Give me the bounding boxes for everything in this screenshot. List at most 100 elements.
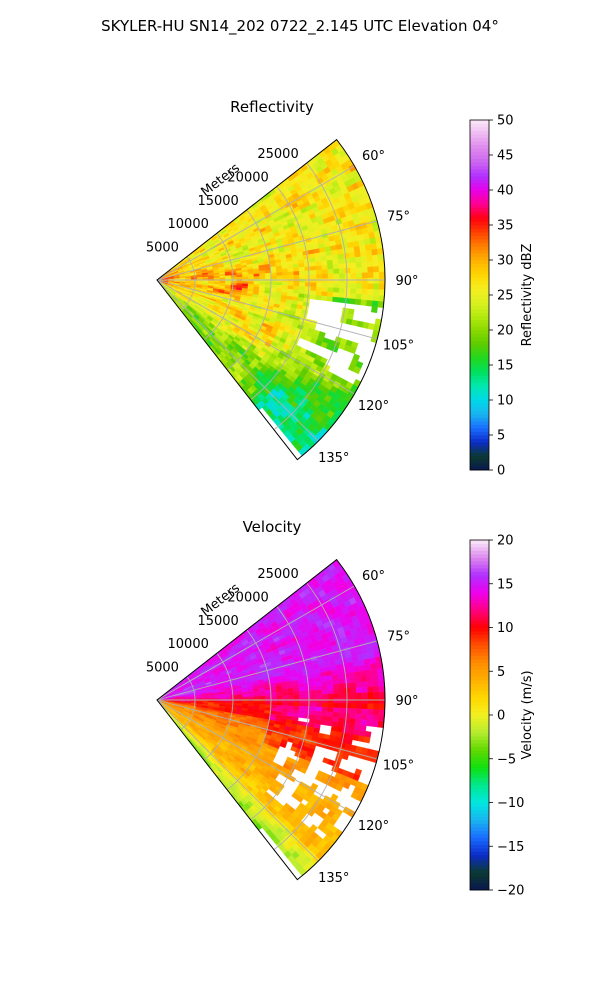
radar-cell	[230, 694, 237, 698]
colorbar-segment	[470, 186, 489, 191]
radar-cell	[333, 698, 340, 704]
angle-tick-label: 105°	[383, 339, 414, 354]
radar-cell	[304, 262, 311, 268]
radar-cell	[378, 691, 386, 699]
radar-cell	[304, 710, 311, 715]
colorbar-segment	[470, 764, 489, 768]
radar-cell	[355, 267, 363, 274]
colorbar-segment	[470, 585, 489, 590]
colorbar-tick-label: 20	[497, 324, 514, 339]
colorbar-segment	[470, 442, 489, 446]
radar-cell	[303, 714, 311, 719]
radar-cell	[304, 290, 311, 295]
radar-cell	[372, 714, 379, 722]
radar-cell	[225, 277, 232, 280]
radar-cell	[364, 664, 372, 671]
colorbar-segment	[470, 613, 489, 618]
colorbar-segment	[470, 676, 489, 681]
azimuth-spoke	[156, 585, 355, 701]
radar-cell	[372, 289, 380, 296]
radar-cell	[367, 686, 374, 693]
colorbar-segment	[470, 739, 489, 744]
radar-cell	[281, 271, 289, 276]
colorbar-segment	[470, 249, 489, 254]
radar-cell	[378, 715, 385, 723]
radial-tick-label: 25000	[257, 567, 298, 582]
radar-cell	[367, 692, 374, 699]
radar-cell	[344, 283, 351, 289]
colorbar-segment	[470, 134, 489, 138]
colorbar-segment	[470, 155, 489, 159]
radar-cell	[293, 694, 300, 699]
colorbar-segment	[470, 557, 489, 562]
radar-cell	[316, 706, 323, 712]
colorbar-segment	[470, 638, 489, 642]
radar-cell	[265, 278, 272, 283]
figure-suptitle: SKYLER-HU SN14_202 0722_2.145 UTC Elevat…	[101, 17, 499, 36]
azimuth-spoke	[156, 640, 378, 701]
radar-cell	[304, 690, 311, 696]
colorbar-segment	[470, 330, 489, 334]
radar-cell	[270, 269, 277, 274]
radar-cell	[282, 275, 289, 280]
colorbar-segment	[470, 596, 489, 600]
colorbar-segment	[470, 239, 489, 243]
radar-cell	[299, 767, 308, 774]
radar-cell	[242, 274, 249, 278]
radar-cell	[335, 784, 344, 792]
radar-cell	[361, 708, 368, 715]
radar-cell	[270, 275, 277, 280]
radar-cell	[327, 287, 334, 293]
radial-tick-label: 10000	[168, 637, 209, 652]
radar-cell	[331, 674, 339, 681]
colorbar-segment	[470, 732, 489, 737]
colorbar-segment	[470, 246, 489, 250]
colorbar-segment	[470, 228, 489, 233]
radar-cell	[315, 681, 322, 687]
colorbar-segment	[470, 837, 489, 842]
radar-cell	[354, 671, 362, 678]
radar-cell	[259, 693, 266, 697]
radar-cell	[337, 673, 345, 680]
radar-cell	[367, 289, 374, 296]
colorbar-tick-label: 15	[497, 577, 514, 592]
radar-cell	[327, 707, 334, 713]
velocity-sector-plot: 500010000150002000025000Meters60°75°90°1…	[146, 558, 419, 886]
radar-cell	[349, 682, 357, 689]
colorbar-segment	[470, 578, 489, 583]
colorbar-tick-label: 20	[497, 534, 514, 549]
radar-cell	[310, 698, 317, 703]
radar-cell	[287, 285, 294, 290]
radar-cell	[354, 718, 362, 726]
radar-cell	[282, 702, 289, 706]
radar-cell	[343, 672, 350, 679]
colorbar-segment	[470, 841, 489, 845]
radar-cell	[341, 753, 349, 761]
radar-cell	[349, 257, 356, 264]
radar-cell	[343, 257, 351, 264]
colorbar-segment	[470, 715, 489, 719]
colorbar-segment	[470, 302, 489, 306]
radar-cell	[338, 268, 346, 274]
colorbar-segment	[470, 316, 489, 320]
radar-cell	[371, 720, 379, 728]
colorbar-segment	[470, 358, 489, 362]
radar-cell	[348, 672, 356, 679]
radar-cell	[366, 720, 373, 727]
radar-cell	[310, 274, 317, 279]
radar-cell	[354, 251, 362, 258]
radar-cell	[265, 701, 272, 706]
radar-cell	[270, 278, 277, 283]
range-ring	[250, 186, 310, 401]
radar-cell	[361, 686, 368, 694]
azimuth-spoke	[156, 279, 378, 340]
radar-cell	[259, 281, 266, 285]
radar-cell	[366, 714, 374, 721]
colorbar-segment	[470, 232, 489, 236]
radar-cell	[327, 278, 334, 284]
radar-cell	[276, 285, 283, 289]
colorbar-segment	[470, 400, 489, 404]
radar-cell	[333, 268, 340, 275]
colorbar-segment	[470, 550, 489, 555]
colorbar-segment	[470, 218, 489, 222]
